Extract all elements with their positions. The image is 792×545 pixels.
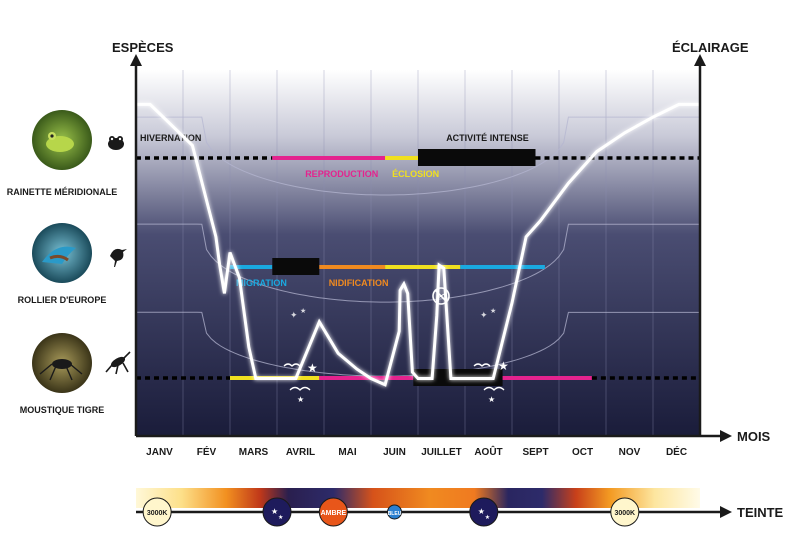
species-envelope-line [136, 116, 700, 196]
night-sky-icon: ★★ [469, 497, 499, 527]
teinte-marker: BLEU [387, 504, 402, 520]
month-tick-label: SEPT [522, 447, 548, 458]
night-stars-icon: ★ ★ ★ ★ [297, 359, 509, 404]
month-tick-labels: JANV FÉV MARS AVRIL MAI JUIN JUILLET AOÛT SEPT OC… [146, 445, 687, 458]
species-name-frog: RAINETTE MÉRIDIONALE [7, 187, 118, 197]
teinte-axis-label: TEINTE [737, 505, 784, 520]
month-tick-label: DÉC [666, 445, 687, 458]
bird-icon [110, 248, 127, 267]
x-axis-label: MOIS [737, 429, 771, 444]
teinte-marker: 3000K [610, 497, 640, 527]
species-name-mosquito: MOUSTIQUE TIGRE [20, 405, 105, 415]
activity-band-label: ACTIVITÉ INTENSE [446, 133, 529, 143]
svg-text:★: ★ [498, 359, 509, 373]
no-mosquito-icon [432, 287, 450, 305]
svg-text:★: ★ [490, 307, 496, 315]
svg-text:✦: ✦ [290, 311, 298, 321]
species-name-bird: ROLLIER D'EUROPE [18, 295, 107, 305]
y-axis-label: ESPÈCES [112, 40, 174, 55]
activity-band [272, 258, 320, 275]
activity-band-label: ÉCLOSION [392, 169, 439, 179]
teinte-marker-label: AMBRE [321, 510, 347, 517]
species-mosquito: MOUSTIQUE TIGRE [20, 333, 131, 415]
teinte-markers: 3000K ★★AMBRE BLEU ★★3000K [142, 497, 640, 527]
lighting-curve [136, 102, 700, 387]
species-bird: ROLLIER D'EUROPE [18, 223, 127, 305]
activity-band [418, 149, 536, 166]
month-tick-label: AOÛT [474, 445, 502, 458]
mosquito-icon [105, 351, 131, 375]
night-sky-icon: ★★ [262, 497, 292, 527]
y2-axis-label: ÉCLAIRAGE [672, 40, 749, 55]
svg-text:★: ★ [297, 395, 304, 404]
teinte-marker-label: 3000K [147, 510, 168, 517]
month-tick-label: JUIN [383, 447, 406, 458]
activity-band-label: HIVERNATION [140, 133, 201, 143]
svg-text:★: ★ [488, 395, 495, 404]
species-frog: RAINETTE MÉRIDIONALE [7, 110, 124, 197]
svg-text:★: ★ [307, 361, 318, 375]
month-tick-label: OCT [572, 447, 593, 458]
teinte-marker: 3000K [142, 497, 172, 527]
month-tick-label: MARS [239, 447, 269, 458]
activity-band-label: NIDIFICATION [329, 278, 389, 288]
svg-text:★: ★ [478, 507, 485, 516]
frog-icon [108, 136, 124, 150]
month-tick-label: FÉV [197, 445, 217, 458]
month-tick-label: JANV [146, 447, 173, 458]
activity-band-label: MIGRATION [236, 278, 287, 288]
month-tick-label: AVRIL [286, 447, 315, 458]
teinte-marker-label: BLEU [388, 511, 402, 517]
month-tick-label: MAI [338, 447, 357, 458]
teinte-marker-label: 3000K [614, 510, 635, 517]
svg-text:★: ★ [300, 307, 306, 315]
teinte-marker: AMBRE [318, 497, 348, 527]
svg-text:✦: ✦ [480, 311, 488, 321]
svg-text:★: ★ [485, 514, 490, 521]
month-tick-label: NOV [619, 447, 641, 458]
svg-text:★: ★ [271, 507, 278, 516]
birds-stars-icon [283, 363, 505, 391]
activity-band-labels: HIVERNATION REPRODUCTION ÉCLOSION ACTIVITÉ … [140, 133, 529, 288]
stars-icon: ✦ ★ ✦ ★ [290, 307, 496, 321]
species-envelope-line [136, 223, 700, 303]
month-tick-label: JUILLET [421, 447, 462, 458]
svg-text:★: ★ [278, 514, 283, 521]
activity-band-label: REPRODUCTION [305, 169, 378, 179]
